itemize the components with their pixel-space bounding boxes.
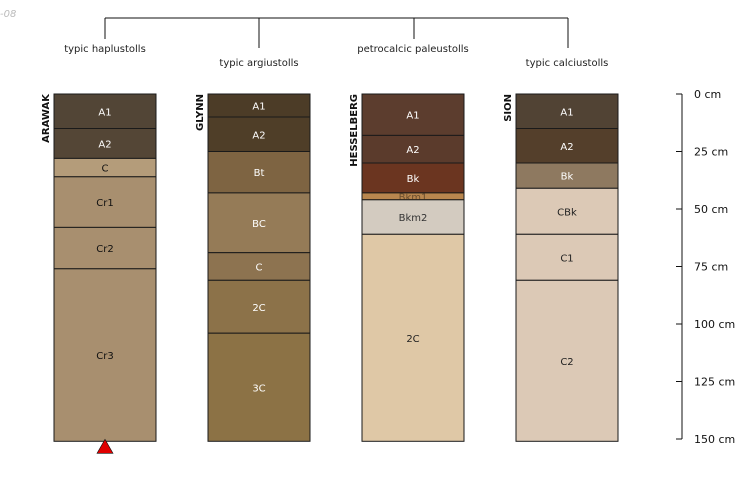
horizon-label: CBk bbox=[557, 207, 577, 218]
horizon-label: Bk bbox=[407, 174, 420, 185]
horizon-label: Bkm1 bbox=[399, 192, 428, 203]
scale-tick-label: 100 cm bbox=[694, 318, 735, 331]
horizon-label: A2 bbox=[252, 130, 265, 141]
horizon-block bbox=[515, 128, 619, 164]
horizon-block bbox=[361, 233, 465, 442]
horizon-block bbox=[515, 233, 619, 281]
profile-sion: typic calciustolls SION A1 A2 Bk CBk C1 C2 bbox=[503, 58, 619, 442]
scale-tick-label: 50 cm bbox=[694, 203, 728, 216]
taxon-label: typic argiustolls bbox=[219, 58, 298, 69]
horizon-label: Bkm2 bbox=[399, 213, 428, 224]
taxon-label: typic calciustolls bbox=[526, 58, 609, 69]
profile-name: ARAWAK bbox=[41, 93, 52, 143]
horizon-label: Bt bbox=[254, 168, 265, 179]
horizon-label: A1 bbox=[560, 107, 573, 118]
horizon-block bbox=[53, 226, 157, 270]
horizon-label: A2 bbox=[560, 142, 573, 153]
horizon-label: C2 bbox=[560, 357, 573, 368]
scale-tick-label: 0 cm bbox=[694, 88, 721, 101]
profile-glynn: typic argiustolls GLYNN A1 A2 Bt BC C 2C 3C bbox=[195, 58, 311, 442]
horizon-label: 3C bbox=[252, 383, 265, 394]
horizon-block bbox=[207, 151, 311, 194]
profile-name: SION bbox=[503, 94, 514, 122]
red-triangle-marker bbox=[96, 438, 114, 454]
horizon-label: A2 bbox=[98, 139, 111, 150]
horizon-label: A1 bbox=[252, 102, 265, 113]
horizon-label: 2C bbox=[252, 303, 265, 314]
corner-label: -08 bbox=[0, 9, 16, 20]
horizon-label: C bbox=[102, 164, 109, 175]
horizon-label: BC bbox=[252, 219, 266, 230]
depth-scale: 0 cm 25 cm 50 cm 75 cm 100 cm 125 cm 150 cm bbox=[676, 88, 735, 446]
horizon-block bbox=[361, 199, 465, 235]
profile-arawak: typic haplustolls ARAWAK A1 A2 C Cr1 Cr2 Cr3 bbox=[41, 44, 157, 454]
horizon-block bbox=[515, 93, 619, 129]
scale-tick-label: 25 cm bbox=[694, 146, 728, 159]
horizon-block bbox=[207, 192, 311, 254]
taxon-label: typic haplustolls bbox=[64, 44, 146, 55]
horizon-block bbox=[361, 134, 465, 164]
horizon-block bbox=[207, 332, 311, 442]
horizon-block bbox=[515, 162, 619, 189]
horizon-block bbox=[53, 93, 157, 129]
horizon-label: Cr1 bbox=[96, 198, 113, 209]
profile-name: HESSELBERG bbox=[349, 94, 360, 167]
horizon-block bbox=[207, 252, 311, 281]
scale-tick-label: 150 cm bbox=[694, 433, 735, 446]
horizon-label: A1 bbox=[406, 111, 419, 122]
scale-tick-label: 125 cm bbox=[694, 376, 735, 389]
horizon-label: C1 bbox=[560, 253, 573, 264]
horizon-block bbox=[515, 187, 619, 235]
horizon-label: Bk bbox=[561, 172, 574, 183]
profile-name: GLYNN bbox=[195, 94, 206, 131]
taxon-label: petrocalcic paleustolls bbox=[357, 44, 469, 55]
dendrogram bbox=[104, 17, 569, 48]
horizon-block bbox=[515, 279, 619, 442]
horizon-label: C bbox=[256, 263, 263, 274]
horizon-block bbox=[361, 162, 465, 194]
horizon-label: Cr3 bbox=[96, 351, 113, 362]
profile-hesselberg: petrocalcic paleustolls HESSELBERG A1 A2 Bk B… bbox=[349, 44, 469, 442]
horizon-label: A1 bbox=[98, 107, 111, 118]
horizon-label: Cr2 bbox=[96, 244, 113, 255]
horizon-block bbox=[53, 176, 157, 228]
scale-tick-label: 75 cm bbox=[694, 261, 728, 274]
horizon-block bbox=[53, 268, 157, 442]
horizon-label: 2C bbox=[406, 334, 419, 345]
horizon-label: A2 bbox=[406, 145, 419, 156]
